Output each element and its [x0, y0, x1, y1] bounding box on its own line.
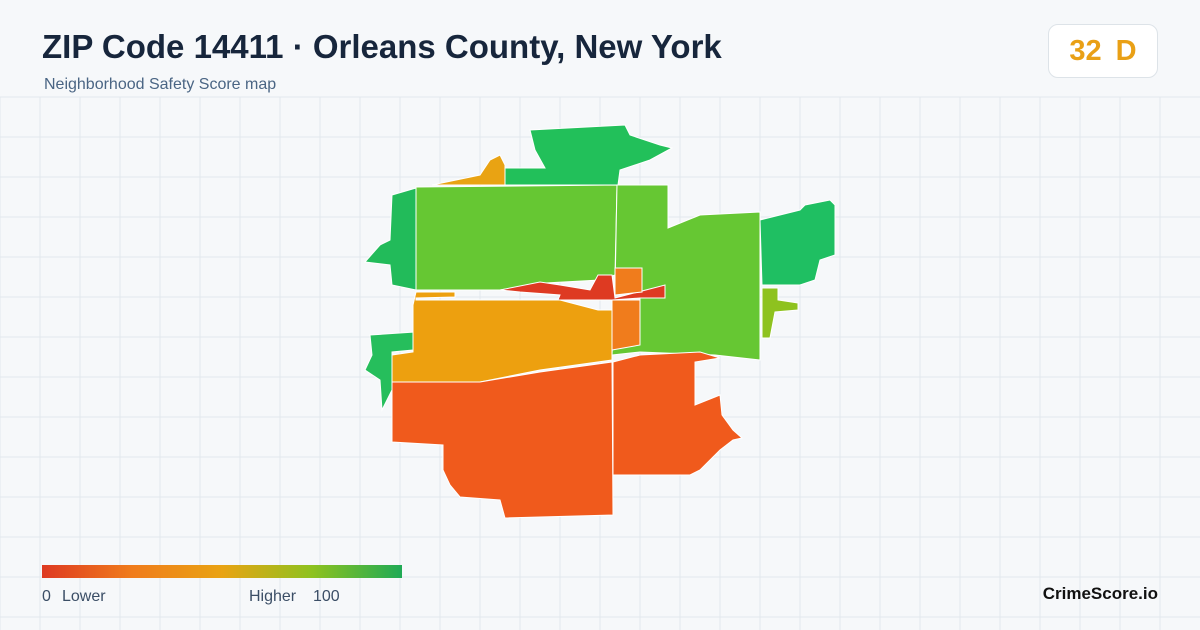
region	[612, 351, 744, 476]
region	[499, 274, 666, 301]
score: 32	[1069, 34, 1102, 67]
region	[415, 184, 618, 291]
subtitle: Neighborhood Safety Score map	[44, 76, 277, 93]
region	[504, 124, 674, 186]
region	[431, 154, 506, 186]
grid	[0, 96, 1200, 630]
score-badge: 32 D	[1048, 24, 1158, 78]
legend-max-label: Higher	[249, 588, 297, 605]
legend-max: 100	[313, 588, 340, 605]
region	[611, 299, 641, 351]
title: ZIP Code 14411 · Orleans County, New Yor…	[42, 28, 722, 65]
region	[759, 199, 836, 286]
brand: CrimeScore.io	[1042, 584, 1158, 603]
region	[761, 287, 799, 339]
grade: D	[1115, 34, 1137, 67]
region	[614, 267, 643, 296]
regions	[363, 124, 836, 519]
region	[391, 361, 614, 519]
legend-min-label: Lower	[62, 588, 106, 605]
legend-min: 0	[42, 588, 51, 605]
region	[363, 187, 417, 291]
legend-gradient	[42, 565, 402, 578]
